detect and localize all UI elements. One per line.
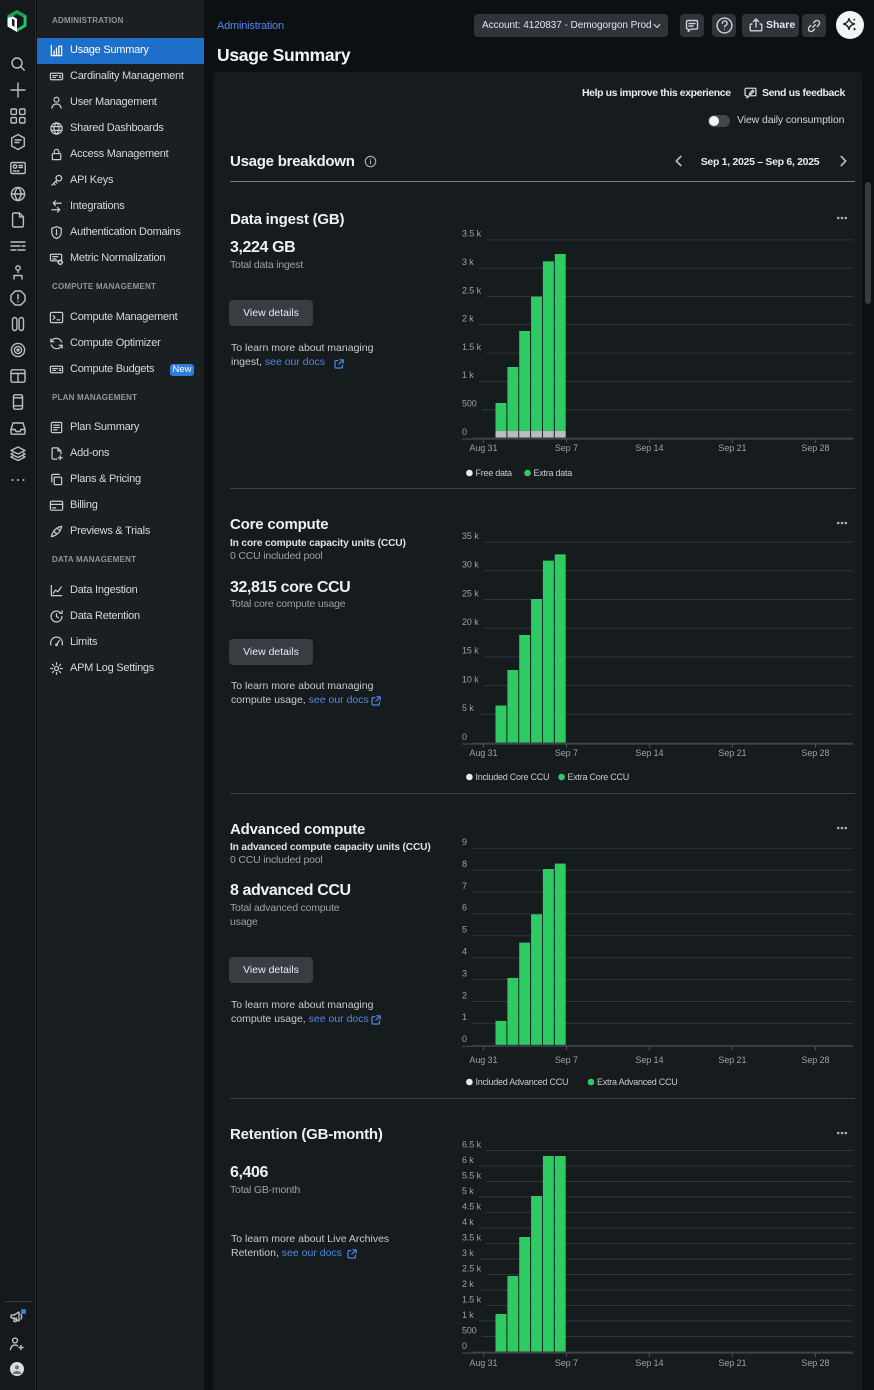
svg-text:3: 3 bbox=[462, 968, 467, 978]
svg-text:35 k: 35 k bbox=[462, 531, 479, 541]
svg-text:2 k: 2 k bbox=[462, 314, 474, 324]
svg-text:1.5 k: 1.5 k bbox=[462, 1294, 482, 1304]
svg-text:10 k: 10 k bbox=[462, 674, 479, 684]
svg-text:7: 7 bbox=[462, 881, 467, 891]
svg-text:4.5 k: 4.5 k bbox=[462, 1201, 482, 1211]
svg-text:Sep 7: Sep 7 bbox=[555, 1358, 578, 1368]
svg-text:3 k: 3 k bbox=[462, 257, 474, 267]
svg-text:Included Core CCU: Included Core CCU bbox=[476, 772, 550, 782]
svg-text:2: 2 bbox=[462, 990, 467, 1000]
svg-text:Sep 28: Sep 28 bbox=[801, 1358, 829, 1368]
svg-text:Free data: Free data bbox=[476, 468, 513, 478]
svg-text:3.5 k: 3.5 k bbox=[462, 229, 482, 239]
svg-text:5 k: 5 k bbox=[462, 1186, 474, 1196]
svg-text:30 k: 30 k bbox=[462, 560, 479, 570]
svg-text:9: 9 bbox=[462, 837, 467, 847]
svg-text:Sep 28: Sep 28 bbox=[801, 748, 829, 758]
svg-text:Sep 21: Sep 21 bbox=[718, 1358, 746, 1368]
svg-text:Aug 31: Aug 31 bbox=[469, 1358, 497, 1368]
svg-text:2.5 k: 2.5 k bbox=[462, 1263, 482, 1273]
svg-text:5.5 k: 5.5 k bbox=[462, 1170, 482, 1180]
svg-text:Sep 28: Sep 28 bbox=[801, 1055, 829, 1065]
svg-text:Aug 31: Aug 31 bbox=[469, 1055, 497, 1065]
svg-text:3.5 k: 3.5 k bbox=[462, 1232, 482, 1242]
svg-text:Aug 31: Aug 31 bbox=[469, 443, 497, 453]
svg-text:1.5 k: 1.5 k bbox=[462, 342, 482, 352]
svg-text:5 k: 5 k bbox=[462, 703, 474, 713]
svg-text:2 k: 2 k bbox=[462, 1279, 474, 1289]
svg-text:6: 6 bbox=[462, 903, 467, 913]
svg-text:500: 500 bbox=[462, 1325, 477, 1335]
svg-text:500: 500 bbox=[462, 399, 477, 409]
svg-text:5: 5 bbox=[462, 925, 467, 935]
svg-text:1: 1 bbox=[462, 1012, 467, 1022]
svg-text:Sep 21: Sep 21 bbox=[718, 748, 746, 758]
svg-text:Sep 14: Sep 14 bbox=[635, 1055, 663, 1065]
svg-text:Sep 14: Sep 14 bbox=[635, 443, 663, 453]
svg-text:25 k: 25 k bbox=[462, 588, 479, 598]
svg-text:Included Advanced CCU: Included Advanced CCU bbox=[476, 1077, 569, 1087]
svg-text:1 k: 1 k bbox=[462, 370, 474, 380]
svg-text:6.5 k: 6.5 k bbox=[462, 1139, 482, 1149]
svg-text:0: 0 bbox=[462, 427, 467, 437]
svg-text:6 k: 6 k bbox=[462, 1155, 474, 1165]
svg-text:15 k: 15 k bbox=[462, 646, 479, 656]
svg-text:Sep 28: Sep 28 bbox=[801, 443, 829, 453]
svg-text:1 k: 1 k bbox=[462, 1310, 474, 1320]
svg-text:Extra Advanced CCU: Extra Advanced CCU bbox=[597, 1077, 678, 1087]
svg-text:Extra data: Extra data bbox=[534, 468, 573, 478]
svg-text:8: 8 bbox=[462, 859, 467, 869]
svg-text:0: 0 bbox=[462, 1341, 467, 1351]
svg-text:20 k: 20 k bbox=[462, 617, 479, 627]
svg-text:Aug 31: Aug 31 bbox=[469, 748, 497, 758]
svg-text:Sep 21: Sep 21 bbox=[718, 443, 746, 453]
svg-text:Sep 14: Sep 14 bbox=[635, 748, 663, 758]
svg-text:0: 0 bbox=[462, 1034, 467, 1044]
svg-text:Extra Core CCU: Extra Core CCU bbox=[568, 772, 630, 782]
svg-text:Sep 7: Sep 7 bbox=[555, 1055, 578, 1065]
svg-text:Sep 14: Sep 14 bbox=[635, 1358, 663, 1368]
svg-text:4: 4 bbox=[462, 947, 467, 957]
svg-text:Sep 21: Sep 21 bbox=[718, 1055, 746, 1065]
svg-text:Sep 7: Sep 7 bbox=[555, 748, 578, 758]
svg-text:2.5 k: 2.5 k bbox=[462, 285, 482, 295]
svg-text:4 k: 4 k bbox=[462, 1217, 474, 1227]
svg-text:0: 0 bbox=[462, 732, 467, 742]
svg-text:3 k: 3 k bbox=[462, 1248, 474, 1258]
svg-text:Sep 7: Sep 7 bbox=[555, 443, 578, 453]
